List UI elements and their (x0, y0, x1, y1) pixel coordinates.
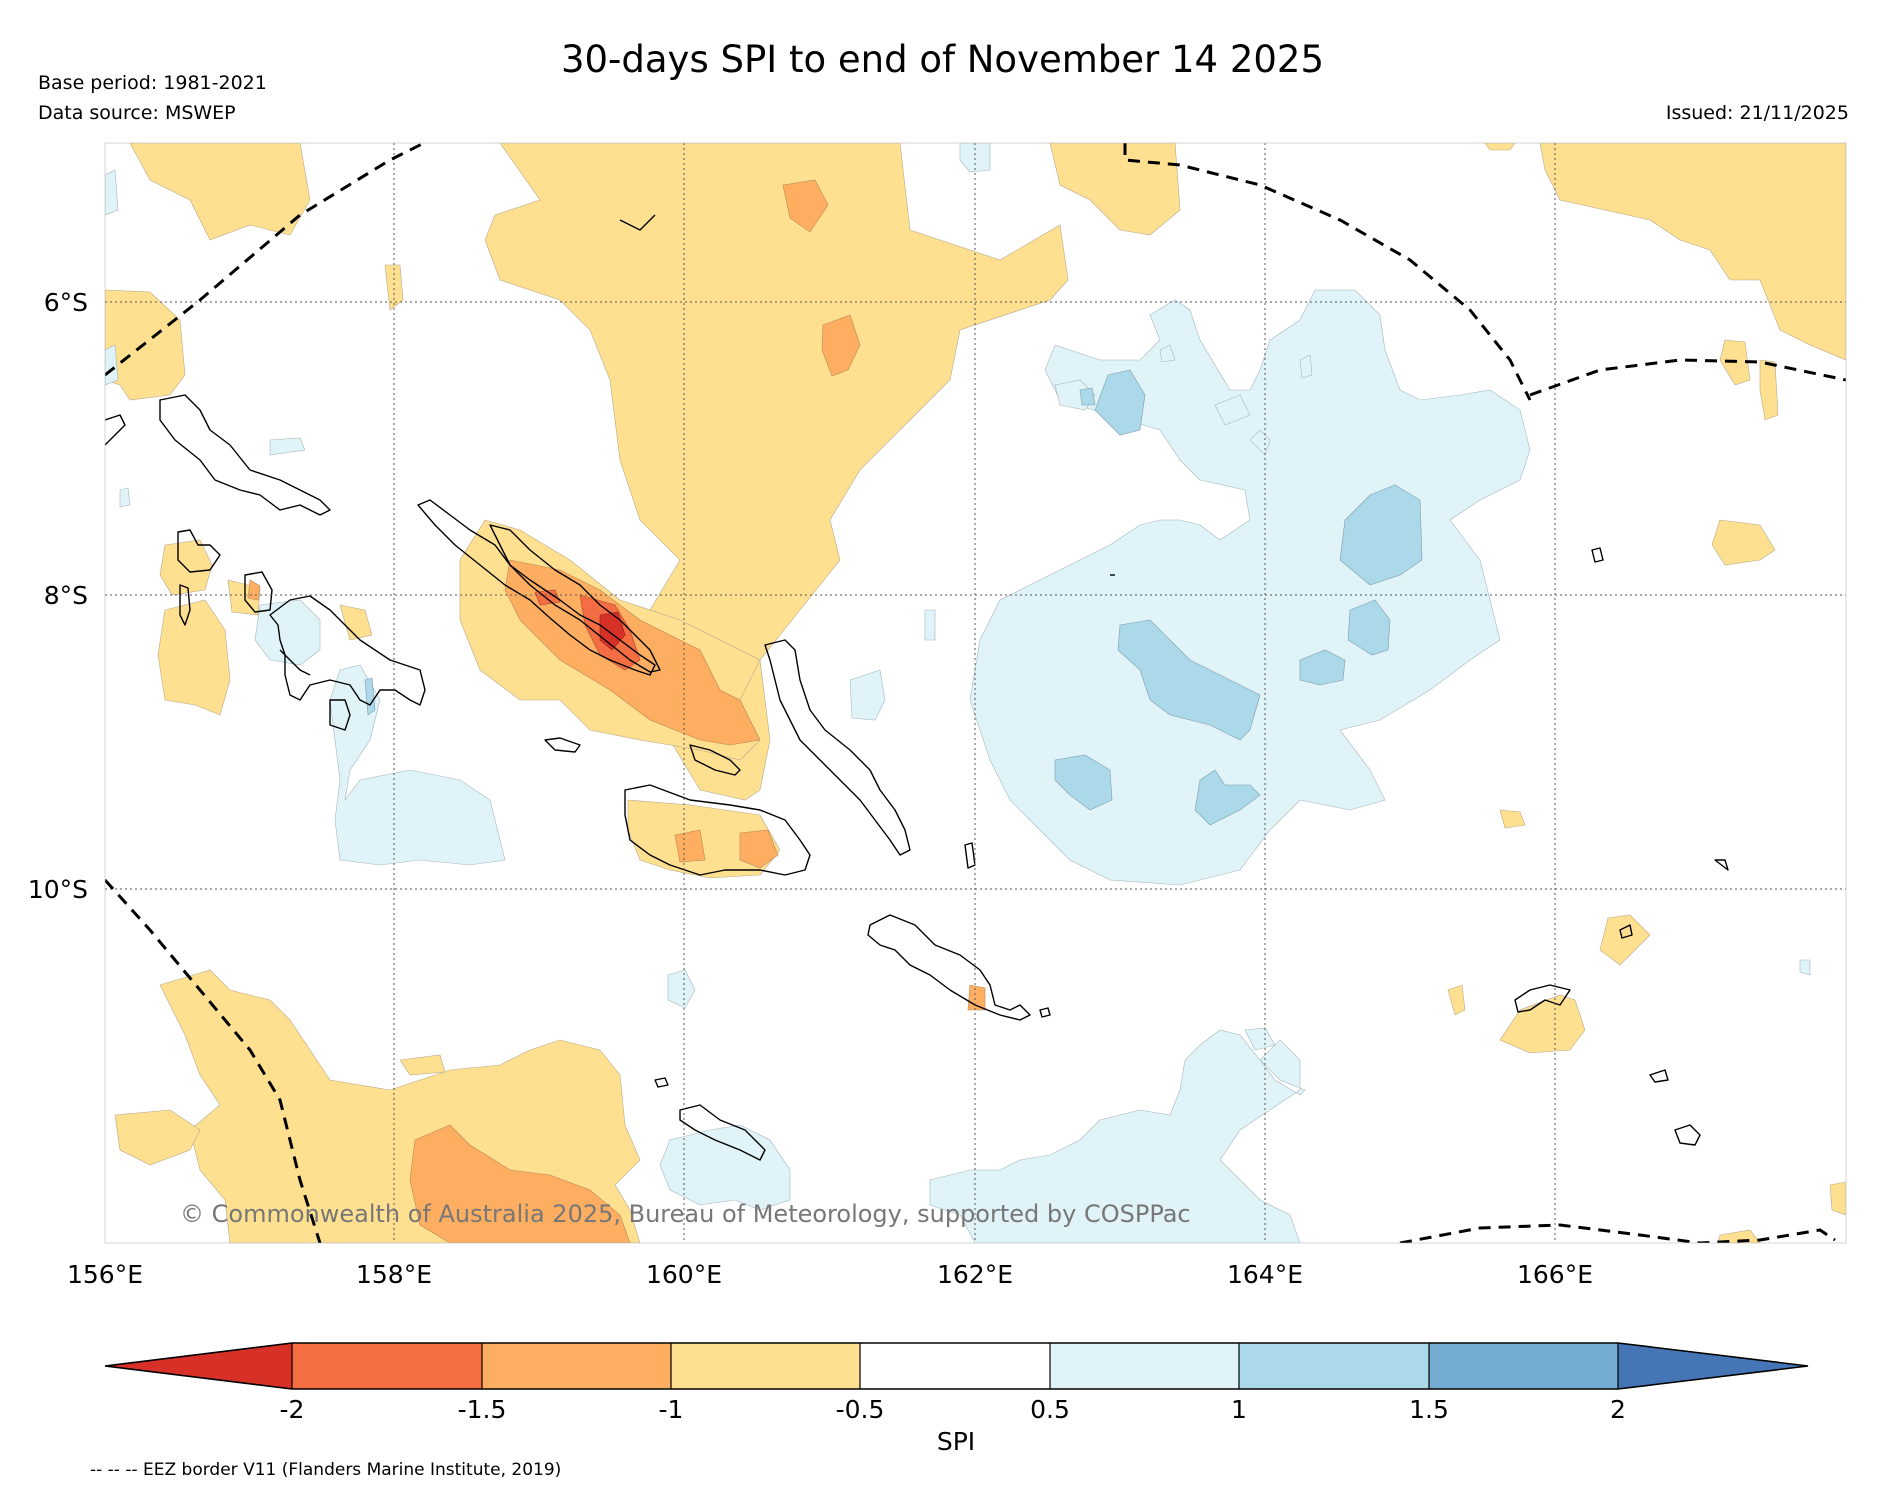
colorbar-bin (1239, 1343, 1429, 1389)
colorbar-tick-label: 1 (1231, 1395, 1247, 1424)
graticule (105, 143, 1846, 1243)
colorbar-bin (1050, 1343, 1239, 1389)
colorbar-tick-label: -1 (659, 1395, 684, 1424)
base-period: Base period: 1981-2021 (38, 72, 267, 94)
wet-regions (105, 143, 1811, 1243)
colorbar-bin (292, 1343, 482, 1389)
lat-label-8s: 8°S (44, 581, 88, 610)
lon-label-164e: 164°E (1227, 1260, 1303, 1289)
colorbar-bin (482, 1343, 671, 1389)
data-source: Data source: MSWEP (38, 102, 236, 124)
colorbar-tick-label: 0.5 (1030, 1395, 1070, 1424)
wetter-regions (364, 369, 1423, 826)
map-frame (104, 142, 1847, 1244)
map-title: 30-days SPI to end of November 14 2025 (560, 38, 1325, 81)
eez-footnote: -- -- -- EEZ border V11 (Flanders Marine… (90, 1460, 562, 1480)
colorbar-label: SPI (937, 1427, 975, 1456)
lon-label-158e: 158°E (356, 1260, 432, 1289)
coastlines (105, 214, 1729, 1161)
colorbar-bin (1429, 1343, 1618, 1389)
colorbar-bin (671, 1343, 860, 1389)
colorbar-extend-high (1618, 1343, 1808, 1389)
colorbar-tick-label: 2 (1610, 1395, 1626, 1424)
lon-label-160e: 160°E (646, 1260, 722, 1289)
colorbar-tick-label: -2 (280, 1395, 305, 1424)
colorbar-tick-label: 1.5 (1409, 1395, 1449, 1424)
lon-label-166e: 166°E (1517, 1260, 1593, 1289)
colorbar-tick-label: -0.5 (836, 1395, 885, 1424)
spi-shading (105, 143, 1846, 1243)
colorbar-tick-label: -1.5 (458, 1395, 507, 1424)
eez-borders (105, 143, 1846, 1243)
copyright-text: © Commonwealth of Australia 2025, Bureau… (180, 1200, 1191, 1228)
lat-label-6s: 6°S (44, 288, 88, 317)
colorbar-dividers (291, 1343, 1619, 1389)
colorbar-bin (860, 1343, 1050, 1389)
lat-label-10s: 10°S (28, 875, 88, 904)
issued-date: Issued: 21/11/2025 (1665, 102, 1849, 124)
lon-label-156e: 156°E (67, 1260, 143, 1289)
colorbar: -2 -1.5 -1 -0.5 0.5 1 1.5 2 SPI (104, 1342, 1809, 1456)
lon-label-162e: 162°E (937, 1260, 1013, 1289)
colorbar-extend-low (105, 1343, 292, 1389)
